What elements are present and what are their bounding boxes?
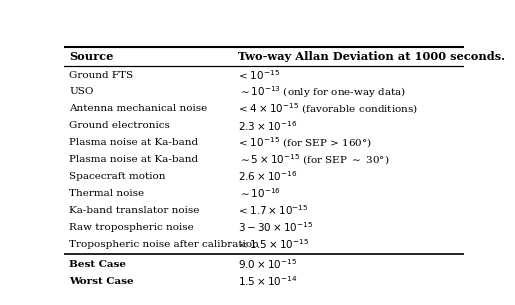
Text: < $4 \times 10^{-15}$ (favorable conditions): < $4 \times 10^{-15}$ (favorable conditi… — [238, 102, 418, 116]
Text: < $10^{-15}$: < $10^{-15}$ — [238, 68, 280, 82]
Text: < $1.7 \times 10^{-15}$: < $1.7 \times 10^{-15}$ — [238, 203, 308, 217]
Text: Plasma noise at Ka-band: Plasma noise at Ka-band — [69, 138, 198, 147]
Text: Thermal noise: Thermal noise — [69, 189, 144, 198]
Text: $2.3 \times 10^{-16}$: $2.3 \times 10^{-16}$ — [238, 119, 297, 133]
Text: Worst Case: Worst Case — [69, 277, 134, 286]
Text: Ka-band translator noise: Ka-band translator noise — [69, 206, 199, 215]
Text: Raw tropospheric noise: Raw tropospheric noise — [69, 223, 194, 232]
Text: < $1.5 \times 10^{-15}$: < $1.5 \times 10^{-15}$ — [238, 237, 309, 251]
Text: Antenna mechanical noise: Antenna mechanical noise — [69, 104, 208, 113]
Text: USO: USO — [69, 88, 94, 96]
Text: Two-way Allan Deviation at 1000 seconds.: Two-way Allan Deviation at 1000 seconds. — [238, 51, 505, 62]
Text: Source: Source — [69, 51, 113, 62]
Text: Ground electronics: Ground electronics — [69, 121, 170, 130]
Text: $\sim 10^{-16}$: $\sim 10^{-16}$ — [238, 187, 281, 200]
Text: $9.0 \times 10^{-15}$: $9.0 \times 10^{-15}$ — [238, 257, 297, 271]
Text: Spacecraft motion: Spacecraft motion — [69, 172, 166, 181]
Text: Best Case: Best Case — [69, 260, 126, 269]
Text: $2.6 \times 10^{-16}$: $2.6 \times 10^{-16}$ — [238, 170, 297, 183]
Text: $3 - 30 \times 10^{-15}$: $3 - 30 \times 10^{-15}$ — [238, 220, 313, 234]
Text: Plasma noise at Ka-band: Plasma noise at Ka-band — [69, 155, 198, 164]
Text: < $10^{-15}$ (for SEP > 160°): < $10^{-15}$ (for SEP > 160°) — [238, 135, 372, 150]
Text: $\sim 10^{-13}$ (only for one-way data): $\sim 10^{-13}$ (only for one-way data) — [238, 84, 406, 100]
Text: $\sim 5 \times 10^{-15}$ (for SEP $\sim$ 30°): $\sim 5 \times 10^{-15}$ (for SEP $\sim$… — [238, 152, 389, 167]
Text: Tropospheric noise after calibration: Tropospheric noise after calibration — [69, 240, 259, 249]
Text: $1.5 \times 10^{-14}$: $1.5 \times 10^{-14}$ — [238, 274, 298, 288]
Text: Ground FTS: Ground FTS — [69, 70, 133, 80]
